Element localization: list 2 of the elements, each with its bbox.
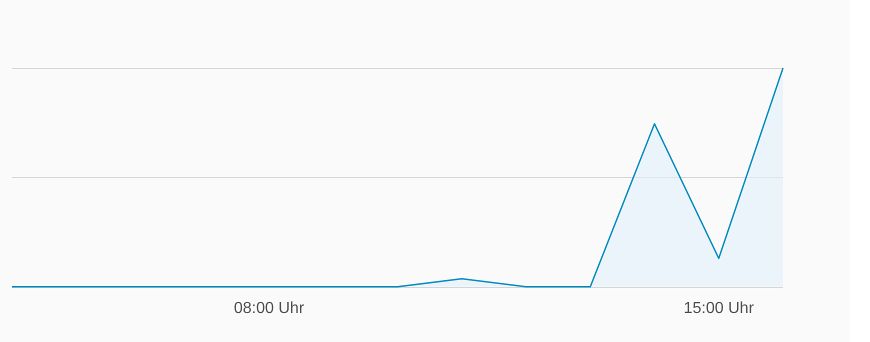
x-tick-label: 08:00 Uhr (234, 300, 305, 317)
x-tick-label: 15:00 Uhr (684, 300, 755, 317)
